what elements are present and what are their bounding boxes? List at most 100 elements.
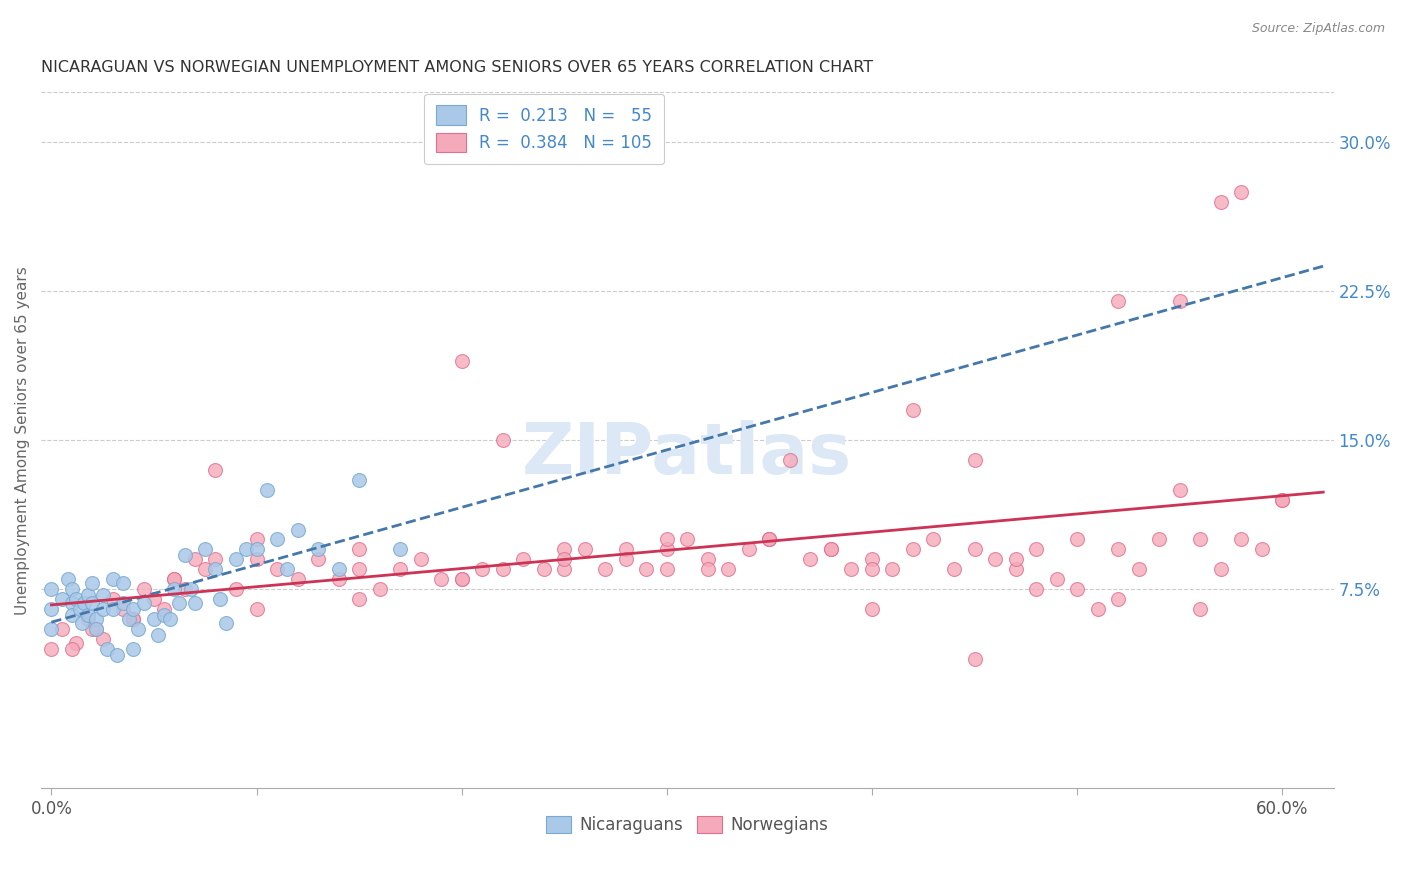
Point <box>1250 542 1272 557</box>
Point <box>901 542 924 557</box>
Point <box>204 463 226 477</box>
Point <box>922 533 945 547</box>
Point <box>287 572 309 586</box>
Point <box>655 542 678 557</box>
Point <box>901 403 924 417</box>
Point <box>1004 562 1026 576</box>
Point <box>91 632 114 646</box>
Point <box>56 572 79 586</box>
Point <box>1025 582 1047 596</box>
Point <box>60 641 83 656</box>
Point <box>1128 562 1150 576</box>
Point <box>122 641 145 656</box>
Point <box>41 602 63 616</box>
Point <box>118 612 141 626</box>
Point <box>1107 542 1129 557</box>
Point <box>86 622 108 636</box>
Point <box>450 572 472 586</box>
Point <box>1189 533 1212 547</box>
Point <box>328 572 350 586</box>
Point <box>159 612 181 626</box>
Point <box>758 533 780 547</box>
Point <box>41 582 63 596</box>
Point <box>41 641 63 656</box>
Point <box>127 622 149 636</box>
Point <box>963 651 986 665</box>
Point <box>860 562 883 576</box>
Point <box>287 523 309 537</box>
Point <box>820 542 842 557</box>
Point <box>204 552 226 566</box>
Point <box>173 582 195 596</box>
Point <box>368 582 391 596</box>
Point <box>758 533 780 547</box>
Point <box>307 542 329 557</box>
Point <box>328 562 350 576</box>
Point <box>112 602 135 616</box>
Point <box>96 641 118 656</box>
Point <box>696 562 718 576</box>
Point <box>82 622 104 636</box>
Point <box>112 576 135 591</box>
Point <box>245 542 267 557</box>
Point <box>51 592 73 607</box>
Point <box>1004 552 1026 566</box>
Point <box>655 533 678 547</box>
Point <box>101 602 124 616</box>
Point <box>409 552 432 566</box>
Text: ZIPatlas: ZIPatlas <box>522 419 852 489</box>
Point <box>105 648 128 662</box>
Point <box>779 453 801 467</box>
Point <box>655 562 678 576</box>
Point <box>122 612 145 626</box>
Point <box>347 562 370 576</box>
Point <box>347 473 370 487</box>
Point <box>984 552 1007 566</box>
Point <box>574 542 596 557</box>
Point <box>307 552 329 566</box>
Point <box>1230 185 1253 199</box>
Point <box>533 562 555 576</box>
Point <box>77 588 100 602</box>
Point <box>184 596 207 610</box>
Point <box>636 562 658 576</box>
Point <box>204 562 226 576</box>
Point <box>86 622 108 636</box>
Point <box>389 562 412 576</box>
Point <box>1209 194 1232 209</box>
Point <box>266 562 288 576</box>
Point <box>256 483 278 497</box>
Point <box>882 562 904 576</box>
Point <box>430 572 453 586</box>
Point <box>347 592 370 607</box>
Point <box>91 602 114 616</box>
Point <box>180 582 202 596</box>
Point <box>799 552 821 566</box>
Point <box>146 628 169 642</box>
Point <box>1230 533 1253 547</box>
Point <box>1107 592 1129 607</box>
Point <box>450 353 472 368</box>
Point <box>101 592 124 607</box>
Point <box>122 602 145 616</box>
Point <box>51 622 73 636</box>
Text: Source: ZipAtlas.com: Source: ZipAtlas.com <box>1251 22 1385 36</box>
Y-axis label: Unemployment Among Seniors over 65 years: Unemployment Among Seniors over 65 years <box>15 266 30 615</box>
Point <box>471 562 494 576</box>
Point <box>492 433 515 447</box>
Point <box>142 612 165 626</box>
Point <box>82 596 104 610</box>
Point <box>860 602 883 616</box>
Point <box>225 582 247 596</box>
Point <box>266 533 288 547</box>
Point <box>112 596 135 610</box>
Point <box>1209 562 1232 576</box>
Point <box>276 562 298 576</box>
Point <box>142 592 165 607</box>
Point <box>820 542 842 557</box>
Point <box>553 542 575 557</box>
Point <box>77 612 100 626</box>
Point <box>1271 492 1294 507</box>
Point <box>1147 533 1170 547</box>
Point <box>194 542 217 557</box>
